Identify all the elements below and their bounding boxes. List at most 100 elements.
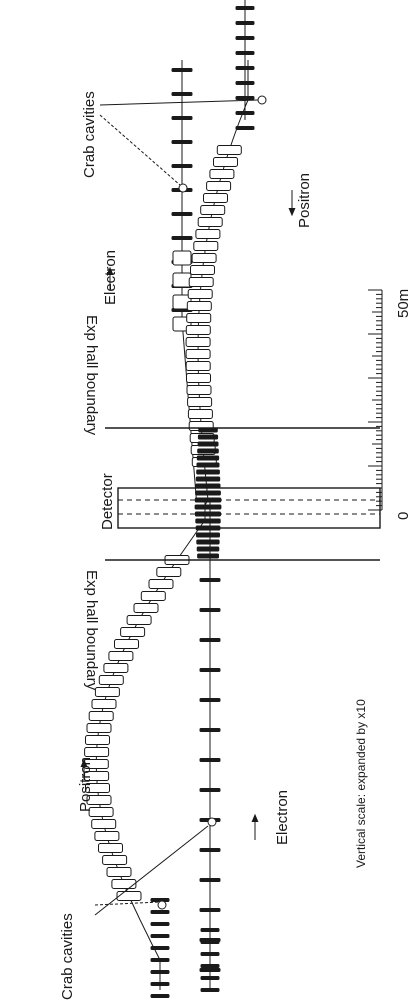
dipole-magnet (103, 663, 129, 673)
quadrupole-magnet (235, 21, 255, 25)
dipole-magnet (148, 579, 174, 589)
crab-cavities-top-label: Crab cavities (81, 91, 98, 178)
dipole-magnet (185, 337, 211, 347)
dipole-magnet (116, 891, 142, 901)
final-focus-magnet (196, 532, 220, 538)
dipole-magnet (94, 687, 120, 697)
dipole-magnet (185, 349, 211, 359)
scale-bar (368, 289, 383, 511)
quadrupole-magnet (150, 982, 170, 986)
scale-bar-end-label: 50m (395, 288, 412, 318)
quadrupole-magnet (199, 608, 221, 612)
quadrupole-magnet (200, 928, 220, 932)
dipole-magnet (98, 843, 123, 853)
quadrupole-magnet (199, 848, 221, 852)
quadrupole-magnet (150, 910, 170, 914)
dipole-magnet (91, 699, 117, 709)
quadrupole-magnet (150, 922, 170, 926)
final-focus-magnet (196, 462, 220, 468)
quadrupole-magnet (150, 958, 170, 962)
final-focus-magnet (196, 455, 220, 461)
dipole-magnet (200, 205, 226, 215)
quadrupole-magnet (199, 788, 221, 792)
dipole-magnet (120, 627, 146, 637)
dipole-magnet (191, 253, 217, 263)
quadrupole-magnet (235, 51, 255, 55)
quadrupole-magnet (200, 952, 220, 956)
quadrupole-magnet (235, 81, 255, 85)
dipole-magnet (88, 807, 114, 817)
dipole-magnet (209, 169, 235, 179)
dipole-magnet (98, 675, 124, 685)
dipole-magnet (186, 373, 211, 383)
quadrupole-magnet (171, 116, 193, 120)
dipole-magnet (186, 385, 212, 395)
quadrupole-magnet (171, 92, 193, 96)
dipole-magnet (140, 591, 166, 601)
dipole-magnet (172, 250, 192, 266)
crab-cavity-pointer (99, 99, 259, 106)
dipole-magnet (85, 783, 110, 793)
dipole-magnet (203, 193, 228, 203)
quadrupole-magnet (199, 668, 221, 672)
quadrupole-magnet (200, 964, 220, 968)
positron-top-label: Positron (296, 172, 313, 228)
quadrupole-magnet (199, 698, 221, 702)
detector-label: Detector (99, 473, 116, 530)
dipole-magnet (86, 723, 112, 733)
dipole-magnet (133, 603, 159, 613)
quadrupole-magnet (200, 940, 220, 944)
electron-top-arrow-head (106, 266, 114, 275)
quadrupole-magnet (235, 36, 255, 40)
crab-cavity-pointer (94, 901, 161, 906)
dipole-magnet (206, 181, 232, 191)
detector-box (117, 487, 381, 529)
dipole-magnet (106, 867, 132, 877)
final-focus-magnet (197, 434, 219, 440)
final-focus-magnet (196, 469, 220, 475)
dipole-magnet (195, 229, 221, 239)
crab-cavity-top-positron (257, 95, 267, 105)
dipole-magnet (108, 651, 134, 661)
electron-top-label: Electron (102, 249, 119, 305)
final-focus-magnet (195, 476, 221, 482)
exp-hall-boundary-upper-label: Exp hall boundary (83, 315, 100, 436)
quadrupole-magnet (150, 934, 170, 938)
positron-top-arrow-head (288, 208, 296, 217)
dipole-magnet (85, 735, 110, 745)
quadrupole-magnet (171, 140, 193, 144)
exp-hall-boundary-lower-label: Exp hall boundary (83, 570, 100, 691)
dipole-magnet (186, 301, 212, 311)
quadrupole-magnet (171, 164, 193, 168)
quadrupole-magnet (199, 638, 221, 642)
crab-cavity-pointer (99, 114, 181, 186)
dipole-magnet (88, 711, 114, 721)
positron-bottom-label: Positron (77, 756, 94, 812)
final-focus-magnet (196, 539, 220, 545)
final-focus-magnet (195, 518, 221, 524)
dipole-magnet (84, 771, 110, 781)
dipole-magnet (84, 747, 110, 757)
dipole-magnet (185, 361, 211, 371)
dipole-magnet (156, 567, 182, 577)
quadrupole-magnet (171, 212, 193, 216)
dipole-magnet (188, 277, 214, 287)
quadrupole-magnet (235, 6, 255, 10)
quadrupole-magnet (235, 96, 255, 100)
dipole-magnet (111, 879, 137, 889)
final-focus-magnet (197, 553, 220, 559)
positron-beamline-lower (95, 500, 206, 990)
quadrupole-magnet (199, 878, 221, 882)
electron-bottom-arrow-head (251, 813, 259, 822)
final-focus-magnet (196, 546, 220, 552)
quadrupole-magnet (200, 976, 220, 980)
quadrupole-magnet (171, 68, 193, 72)
dipole-magnet (94, 831, 120, 841)
dipole-magnet (86, 795, 112, 805)
dipole-magnet (187, 397, 213, 407)
quadrupole-magnet (150, 970, 170, 974)
quadrupole-magnet (199, 968, 221, 972)
quadrupole-magnet (171, 236, 193, 240)
positron-bottom-arrow-head (80, 758, 88, 767)
